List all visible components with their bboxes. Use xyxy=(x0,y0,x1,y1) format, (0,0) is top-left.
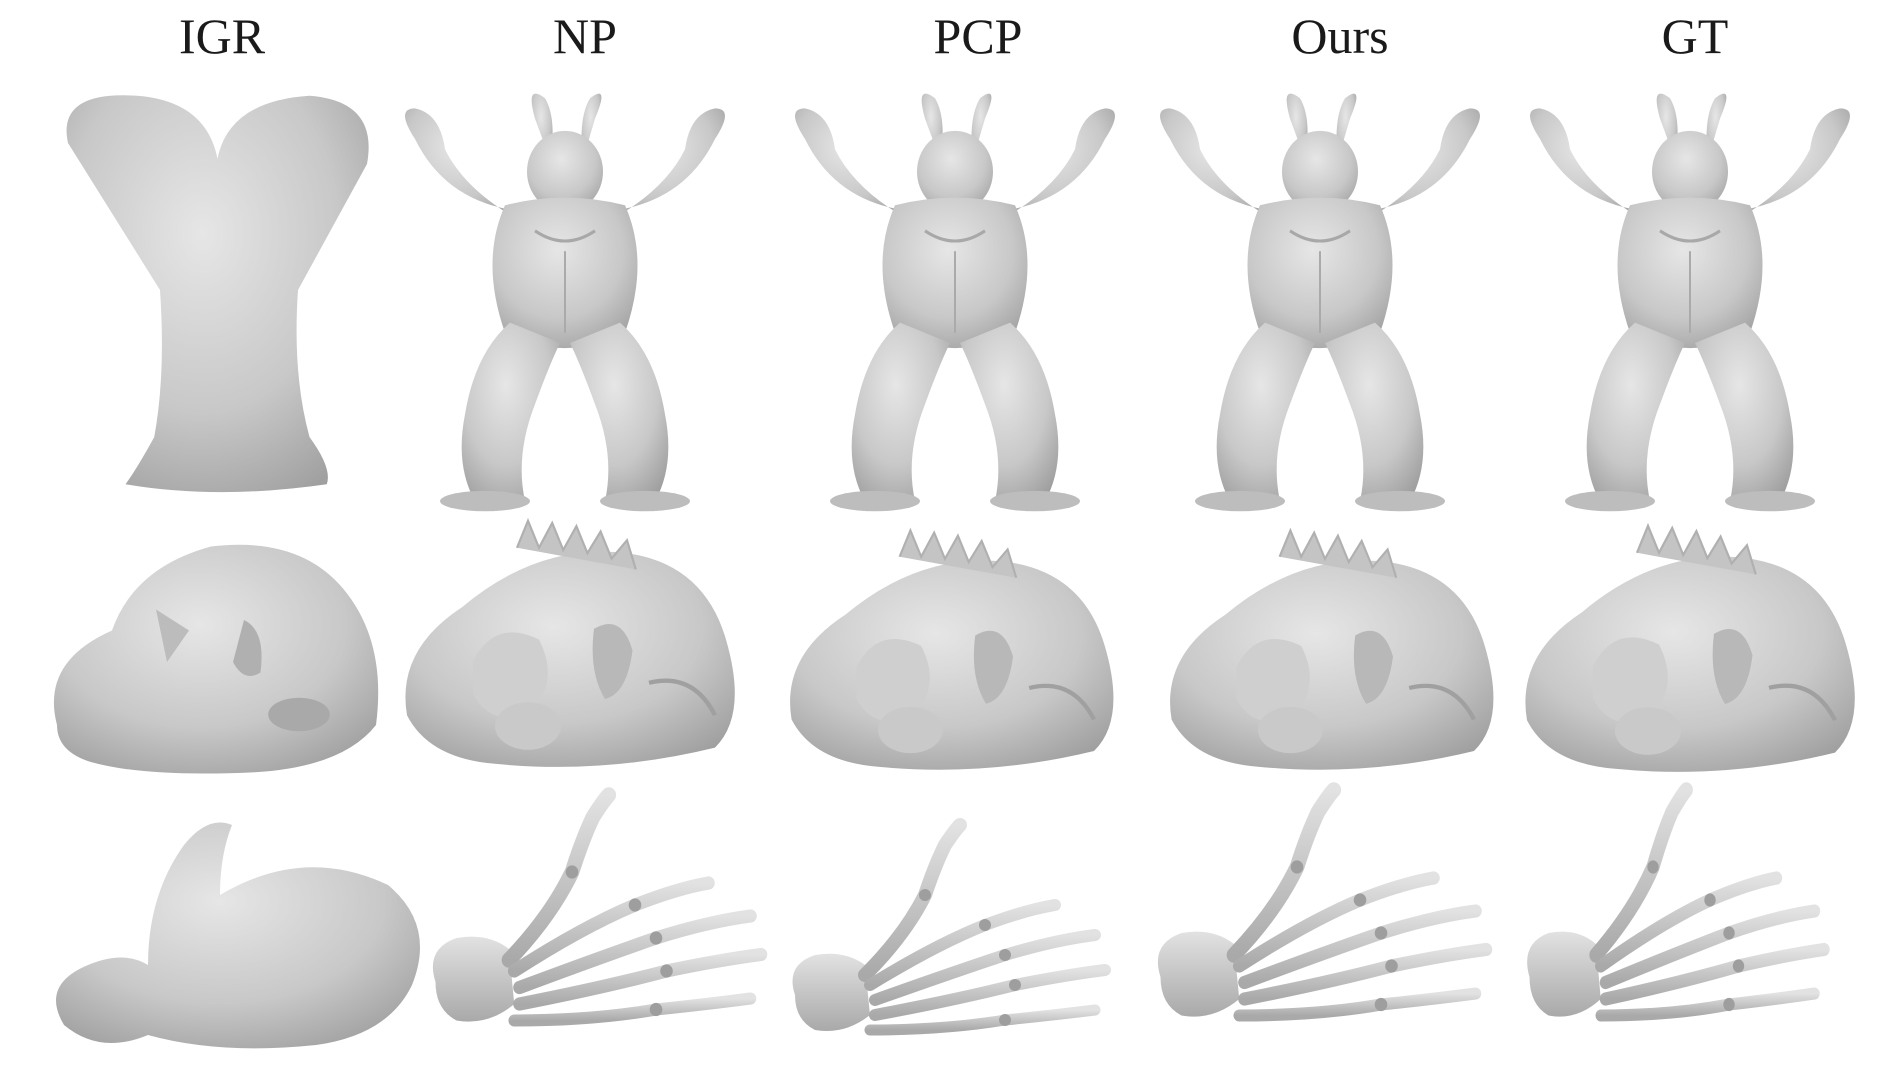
column-header-ours: Ours xyxy=(1291,8,1389,64)
mesh-ours-hand xyxy=(1158,790,1486,1017)
mesh-ours-dragon xyxy=(1170,531,1493,770)
mesh-gt-dragon xyxy=(1525,526,1854,772)
mesh-pcp-armadillo xyxy=(793,92,1117,513)
mesh-np-hand xyxy=(433,795,761,1022)
mesh-pcp-hand xyxy=(793,825,1106,1031)
mesh-np-dragon xyxy=(405,521,734,767)
column-header-igr: IGR xyxy=(178,8,266,64)
column-header-gt: GT xyxy=(1661,8,1729,64)
mesh-np-armadillo xyxy=(403,92,727,513)
mesh-gt-hand xyxy=(1527,790,1824,1017)
mesh-ours-armadillo xyxy=(1158,92,1482,513)
mesh-igr-dragon xyxy=(53,544,379,774)
column-header-pcp: PCP xyxy=(933,8,1023,64)
mesh-gt-armadillo xyxy=(1528,92,1852,513)
mesh-pcp-dragon xyxy=(790,531,1113,770)
column-header-np: NP xyxy=(553,8,617,64)
mesh-igr-hand xyxy=(56,822,420,1049)
mesh-igr-armadillo xyxy=(66,95,369,493)
